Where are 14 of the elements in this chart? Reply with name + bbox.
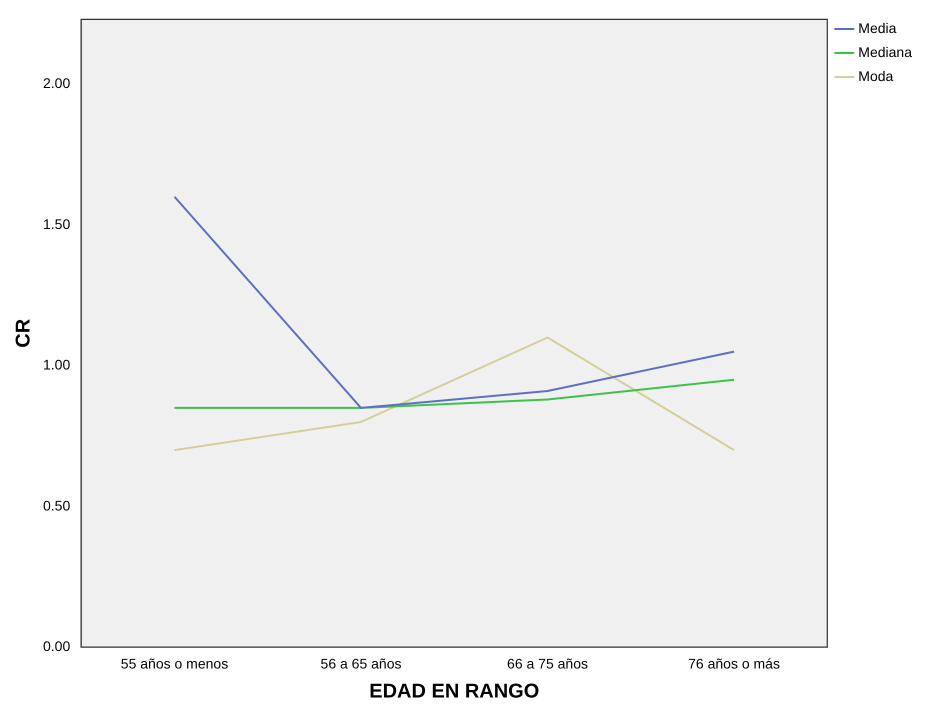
x-axis-title: EDAD EN RANGO [369, 680, 540, 703]
legend-label: Media [858, 20, 897, 36]
y-tick-label: 0.00 [43, 638, 70, 654]
y-tick-label: 1.00 [43, 356, 70, 373]
x-tick-label: 76 años o más [688, 655, 780, 672]
y-axis-title: CR [12, 318, 35, 348]
legend-label: Mediana [858, 44, 912, 60]
x-tick-label: 55 años o menos [120, 655, 228, 672]
x-tick-label: 56 a 65 años [320, 655, 402, 672]
y-tick-label: 0.50 [43, 497, 70, 514]
x-tick-label: 66 a 75 años [507, 655, 588, 672]
y-tick-label: 1.50 [43, 216, 70, 232]
y-tick-label: 2.00 [43, 75, 70, 92]
legend-label: Moda [858, 68, 894, 84]
